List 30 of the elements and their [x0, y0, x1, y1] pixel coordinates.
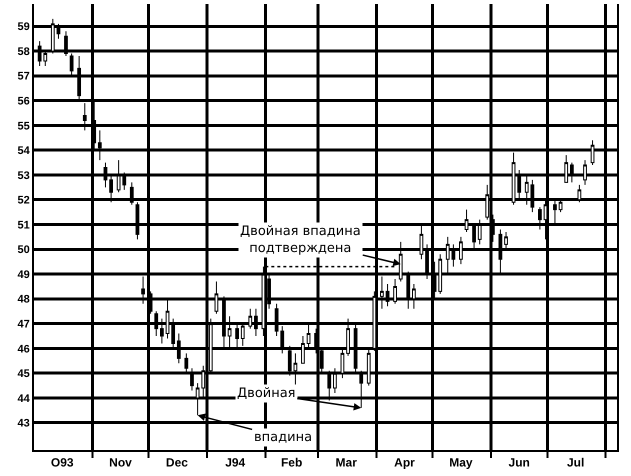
y-tick-label: 56	[18, 95, 30, 108]
annotation: впадина	[254, 430, 312, 445]
y-tick-label: 58	[18, 46, 30, 58]
x-tick-label: Jun	[508, 455, 530, 470]
x-tick-label: J94	[225, 455, 246, 470]
annotation: Двойная	[237, 386, 296, 401]
x-tick-label: O93	[50, 455, 74, 470]
y-tick-label: 51	[18, 219, 30, 232]
x-tick-label: Feb	[280, 455, 302, 470]
y-tick-label: 48	[18, 294, 30, 306]
y-tick-label: 55	[18, 120, 30, 132]
y-tick-label: 52	[18, 194, 30, 207]
y-tick-label: 57	[18, 70, 30, 83]
y-tick-label: 53	[18, 170, 30, 182]
y-tick-label: 45	[18, 368, 30, 380]
x-tick-label: Mar	[336, 455, 358, 470]
y-tick-label: 47	[18, 318, 30, 330]
y-tick-label: 54	[18, 145, 31, 158]
y-tick-label: 43	[18, 418, 30, 430]
x-tick-label: Dec	[166, 455, 188, 470]
y-tick-label: 46	[18, 343, 30, 356]
y-tick-label: 44	[18, 392, 31, 405]
y-tick-label: 59	[18, 21, 30, 34]
x-tick-label: Apr	[394, 455, 416, 470]
y-tick-label: 49	[18, 268, 30, 281]
x-tick-label: May	[449, 455, 473, 470]
x-tick-label: Nov	[109, 455, 132, 470]
y-tick-label: 50	[18, 244, 30, 256]
x-tick-label: Jul	[566, 455, 584, 470]
annotation: Двойная впадина подтверждена	[240, 224, 361, 256]
